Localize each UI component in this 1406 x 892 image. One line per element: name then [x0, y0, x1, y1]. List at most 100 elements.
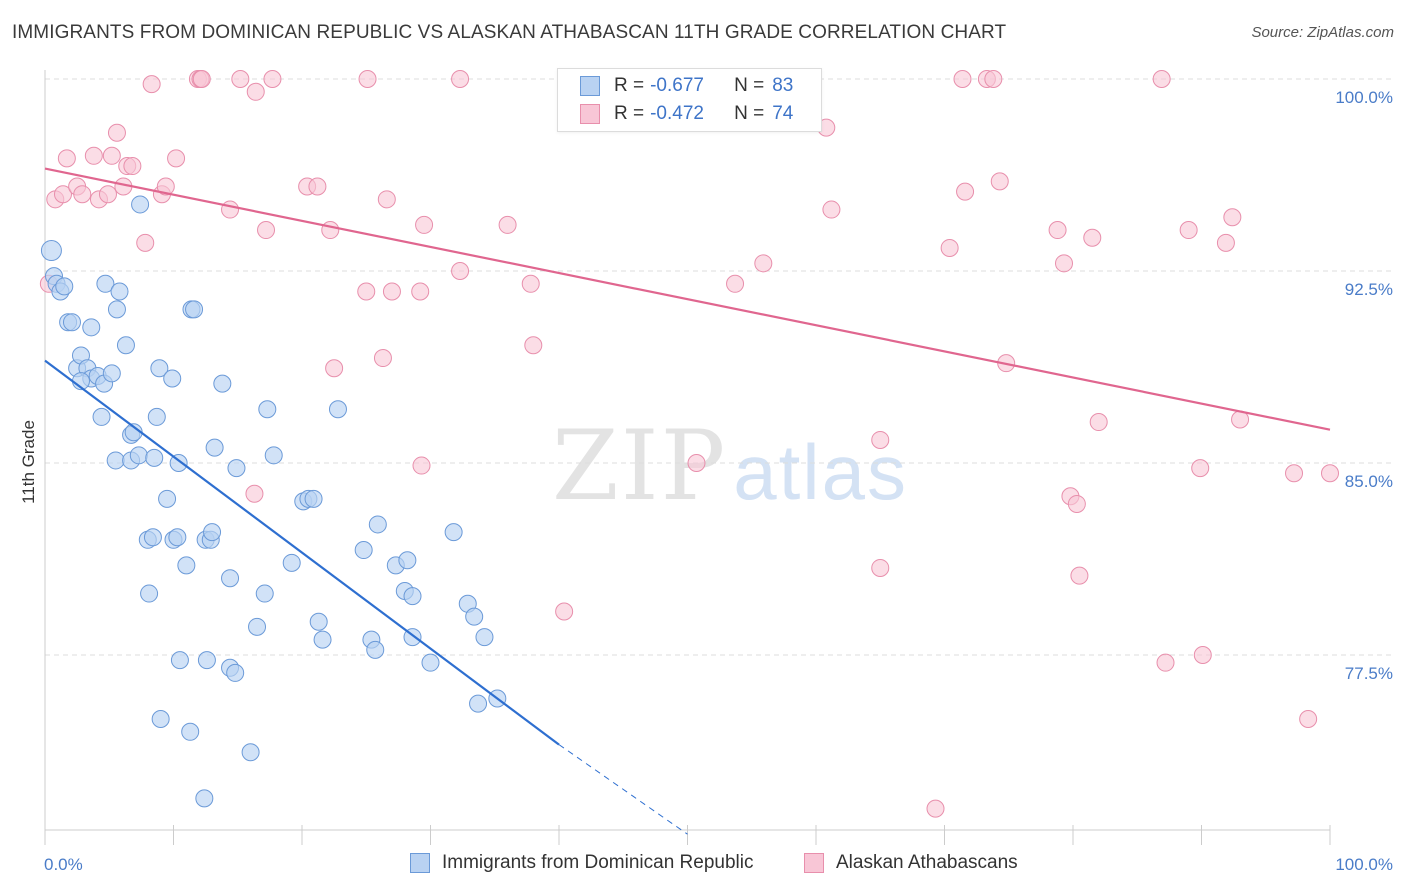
dominican-point: [197, 651, 216, 670]
athabascan-point: [940, 238, 959, 257]
dominican-point: [398, 551, 417, 570]
dominican-point: [444, 523, 463, 542]
athabascan-point: [726, 274, 745, 293]
dominican-point: [185, 300, 204, 319]
dominican-point: [163, 369, 182, 388]
dominican-point: [129, 446, 148, 465]
athabascan-point: [687, 454, 706, 472]
chart-title: IMMIGRANTS FROM DOMINICAN REPUBLIC VS AL…: [12, 22, 1007, 43]
athabascan-point: [84, 146, 103, 165]
athabascan-point: [1070, 566, 1089, 585]
dominican-point: [92, 407, 111, 426]
athabascan-point: [382, 282, 401, 301]
athabascan-point: [221, 200, 240, 219]
legend-r-value: -0.677: [650, 75, 704, 96]
athabascan-point: [57, 149, 76, 168]
athabascan-point: [308, 177, 327, 196]
athabascan-point: [990, 172, 1009, 191]
athabascan-point: [1191, 459, 1210, 478]
dominican-point: [258, 400, 277, 419]
dominican-trend-extension: [558, 744, 688, 835]
bottom-legend-item-dominican: Immigrants from Dominican Republic: [410, 852, 754, 874]
athabascan-point: [156, 177, 175, 196]
athabascan-point: [926, 799, 945, 818]
bottom-legend: Immigrants from Dominican Republic Alask…: [0, 852, 1406, 878]
athabascan-point: [263, 70, 282, 88]
athabascan-point: [415, 215, 434, 234]
athabascan-point: [871, 558, 890, 577]
athabascan-point: [377, 190, 396, 209]
athabascan-point: [1193, 646, 1212, 664]
dominican-point: [282, 553, 301, 572]
athabascan-point: [1048, 221, 1067, 240]
dominican-point: [131, 195, 150, 214]
athabascan-point: [822, 200, 841, 219]
legend-swatch-pink: [580, 104, 600, 124]
dominican-point: [205, 438, 224, 457]
dominican-point: [169, 454, 188, 472]
athabascan-point: [373, 349, 392, 368]
legend-n-value: 83: [772, 75, 794, 96]
legend-r-label: R =: [614, 103, 645, 124]
athabascan-point: [123, 157, 142, 176]
source-label: Source: ZipAtlas.com: [1251, 24, 1394, 41]
athabascan-point: [1216, 233, 1235, 252]
dominican-point: [241, 743, 260, 762]
dominican-point: [328, 400, 347, 419]
athabascan-point: [1321, 464, 1339, 483]
athabascan-point: [167, 149, 186, 168]
dominican-point: [366, 640, 385, 659]
athabascan-point: [412, 456, 431, 475]
athabascan-point: [754, 254, 773, 273]
tick-labels: 100.0% 92.5% 85.0% 77.5% 0.0% 100.0%: [44, 88, 1393, 874]
dominican-point: [227, 459, 246, 478]
dominican-point: [304, 489, 323, 508]
dominican-point: [158, 489, 177, 508]
athabascan-point: [321, 221, 340, 240]
dominican-point: [255, 584, 274, 603]
dominican-point: [168, 528, 187, 547]
grid-lines: [45, 78, 1395, 656]
athabascan-point: [871, 430, 890, 449]
dominican-point: [368, 515, 387, 534]
y-tick-label: 77.5%: [1345, 664, 1393, 683]
athabascan-point: [984, 70, 1003, 88]
athabascan-point: [451, 262, 470, 280]
athabascan-point: [1067, 494, 1086, 513]
series-dominican-republic-points: [40, 195, 507, 808]
legend-r-label: R =: [614, 75, 645, 96]
athabascan-point: [1152, 70, 1171, 88]
dominican-point: [221, 569, 240, 588]
dominican-point: [40, 240, 62, 262]
athabascan-point: [1089, 413, 1108, 432]
athabascan-point: [53, 185, 72, 204]
dominican-point: [309, 612, 328, 631]
legend-row-series1: R = -0.677 N = 83: [580, 73, 793, 99]
legend-label-athabascan: Alaskan Athabascans: [836, 852, 1018, 873]
athabascan-point: [1179, 221, 1198, 240]
legend-r-value: -0.472: [650, 103, 704, 124]
athabascan-point: [498, 215, 517, 234]
dominican-point: [62, 313, 81, 332]
series-alaskan-athabascans-points: [39, 70, 1339, 818]
dominican-point: [195, 789, 214, 808]
athabascan-point: [1083, 228, 1102, 247]
athabascan-point: [102, 146, 121, 165]
athabascan-point: [357, 282, 376, 301]
athabascan-point: [246, 82, 265, 101]
legend-n-label: N =: [734, 103, 765, 124]
legend-n-value: 74: [772, 103, 794, 124]
legend-label-dominican: Immigrants from Dominican Republic: [442, 852, 754, 873]
x-tick-label-max: 100.0%: [1335, 855, 1393, 874]
athabascan-point: [956, 182, 975, 201]
athabascan-point: [142, 75, 161, 94]
dominican-point: [143, 528, 162, 547]
dominican-point: [82, 318, 101, 337]
athabascan-point: [358, 70, 377, 88]
dominican-point: [145, 448, 164, 467]
x-tick-label-min: 0.0%: [44, 855, 83, 874]
dominican-point: [107, 300, 126, 319]
athabascan-point: [231, 70, 250, 88]
legend-swatch-blue: [580, 76, 600, 96]
